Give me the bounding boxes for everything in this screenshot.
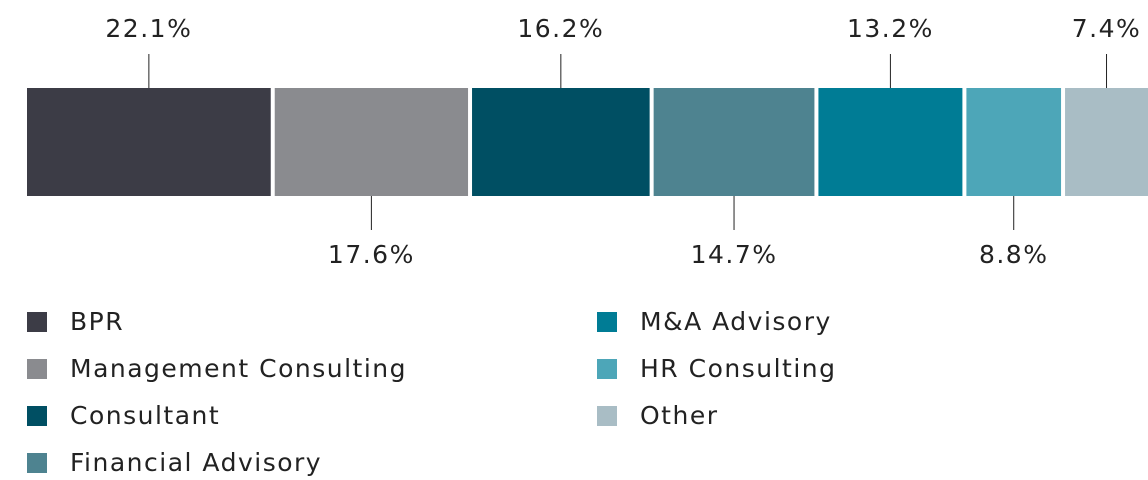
legend-swatch <box>597 359 617 379</box>
legend-label: HR Consulting <box>640 354 837 383</box>
value-label: 17.6% <box>328 240 415 269</box>
legend-swatch <box>27 359 47 379</box>
bar-segment <box>1065 88 1148 196</box>
legend-swatch <box>27 406 47 426</box>
legend-swatch <box>597 406 617 426</box>
value-label: 14.7% <box>691 240 778 269</box>
value-label: 8.8% <box>979 240 1049 269</box>
value-label: 13.2% <box>847 14 934 43</box>
bar-segment <box>818 88 963 196</box>
bar-segment <box>966 88 1062 196</box>
legend-label: Management Consulting <box>70 354 407 383</box>
value-label: 7.4% <box>1072 14 1142 43</box>
legend-swatch <box>27 312 47 332</box>
bar-segment <box>274 88 469 196</box>
legend-label: Other <box>640 401 718 430</box>
bar-segment <box>27 88 271 196</box>
legend-swatch <box>27 453 47 473</box>
value-label: 22.1% <box>105 14 192 43</box>
bar-segment <box>653 88 815 196</box>
legend-label: BPR <box>70 307 124 336</box>
value-label: 16.2% <box>517 14 604 43</box>
legend-label: Financial Advisory <box>70 448 322 477</box>
legend-label: M&A Advisory <box>640 307 832 336</box>
legend-swatch <box>597 312 617 332</box>
legend-label: Consultant <box>70 401 220 430</box>
bar-segment <box>472 88 650 196</box>
